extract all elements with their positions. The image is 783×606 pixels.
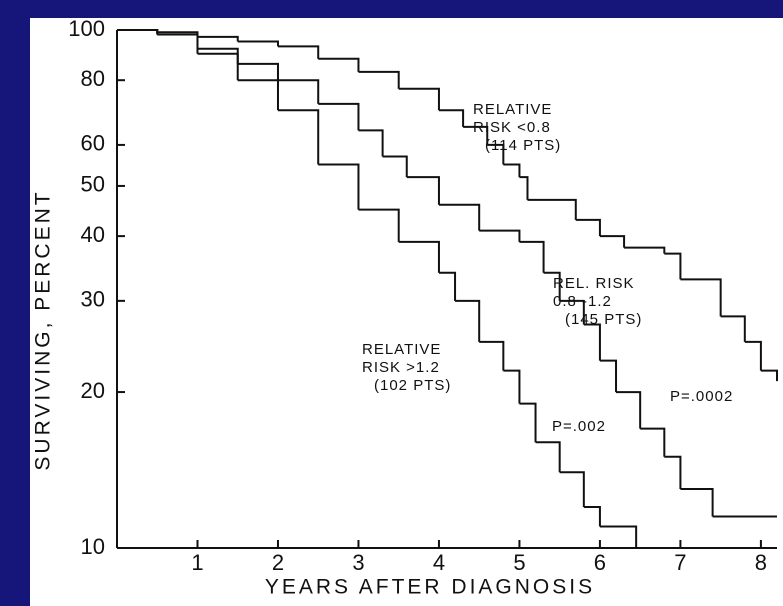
survival-step xyxy=(583,323,601,361)
x-tick-label: 8 xyxy=(755,550,767,575)
curve-label: RISK >1.2 xyxy=(362,359,440,376)
x-tick-label: 4 xyxy=(433,550,445,575)
survival-step xyxy=(575,218,601,237)
y-tick-label: 30 xyxy=(81,287,105,312)
survival-step xyxy=(438,271,457,301)
y-tick-label: 40 xyxy=(81,222,105,247)
survival-step xyxy=(463,125,489,145)
survival-step xyxy=(599,525,638,548)
survival-step xyxy=(559,299,585,325)
survival-step xyxy=(382,155,408,178)
curve-label: (145 PTS) xyxy=(565,311,642,328)
survival-step xyxy=(406,176,440,205)
survival-step xyxy=(277,45,320,59)
survival-step xyxy=(358,70,400,89)
plot-background xyxy=(30,18,783,606)
survival-step xyxy=(358,129,384,157)
survival-step xyxy=(277,79,320,104)
survival-step xyxy=(680,487,714,517)
y-tick-label: 100 xyxy=(68,16,105,41)
survival-step xyxy=(157,33,199,54)
survival-step xyxy=(624,246,666,254)
survival-step xyxy=(720,315,746,342)
survival-step xyxy=(358,208,400,242)
survival-step xyxy=(438,109,465,127)
survival-step xyxy=(616,391,642,429)
y-tick-label: 80 xyxy=(81,66,105,91)
survival-step xyxy=(455,299,481,342)
survival-step xyxy=(599,235,626,248)
survival-step xyxy=(398,240,440,273)
p-value: P=.002 xyxy=(552,418,606,435)
survival-step xyxy=(519,176,529,200)
survival-step xyxy=(543,271,561,301)
y-tick-label: 60 xyxy=(81,131,105,156)
survival-step xyxy=(519,402,537,443)
curve-label: REL. RISK xyxy=(553,275,635,292)
survival-step xyxy=(744,340,762,371)
survival-step xyxy=(479,340,505,371)
survival-step xyxy=(680,278,722,317)
curve-label: RELATIVE xyxy=(362,341,441,358)
survival-step xyxy=(438,203,481,231)
survival-step xyxy=(503,369,521,404)
y-tick-label: 10 xyxy=(81,534,105,559)
curve-label: 0.8 -1.2 xyxy=(553,293,612,310)
survival-step xyxy=(664,252,682,280)
survival-step xyxy=(760,369,778,382)
survival-step xyxy=(487,143,505,165)
survival-step xyxy=(559,471,585,507)
survival-step xyxy=(237,62,279,81)
p-value: P=.0002 xyxy=(670,388,733,405)
survival-step xyxy=(599,359,618,393)
y-tick-label: 50 xyxy=(81,172,105,197)
x-tick-label: 3 xyxy=(352,550,364,575)
y-tick-label: 20 xyxy=(81,378,105,403)
survival-step xyxy=(527,198,577,220)
survival-step xyxy=(583,505,601,527)
x-tick-label: 5 xyxy=(513,550,525,575)
survival-step xyxy=(318,57,360,72)
survival-step xyxy=(237,40,279,47)
survival-step xyxy=(117,29,159,35)
survival-step xyxy=(535,441,561,473)
survival-step xyxy=(318,163,360,210)
survival-step xyxy=(664,455,682,489)
survival-step xyxy=(197,35,239,42)
x-tick-label: 6 xyxy=(594,550,606,575)
curve-label: RELATIVE xyxy=(473,101,552,118)
x-tick-label: 1 xyxy=(191,550,203,575)
survival-step xyxy=(277,109,320,165)
survival-step xyxy=(503,163,521,178)
x-tick-label: 7 xyxy=(674,550,686,575)
survival-step xyxy=(479,229,521,242)
curve-label: (114 PTS) xyxy=(485,137,561,154)
survival-step xyxy=(318,102,360,131)
survival-step xyxy=(197,52,239,81)
survival-step xyxy=(640,427,666,457)
survival-step xyxy=(519,240,545,273)
x-axis-title: YEARS AFTER DIAGNOSIS xyxy=(265,576,595,599)
survival-step xyxy=(398,87,440,111)
curve-label: (102 PTS) xyxy=(374,377,451,394)
y-axis-title: SURVIVING, PERCENT xyxy=(32,189,55,470)
x-tick-label: 2 xyxy=(272,550,284,575)
survival-step xyxy=(237,79,279,111)
curve-label: RISK <0.8 xyxy=(473,119,551,136)
